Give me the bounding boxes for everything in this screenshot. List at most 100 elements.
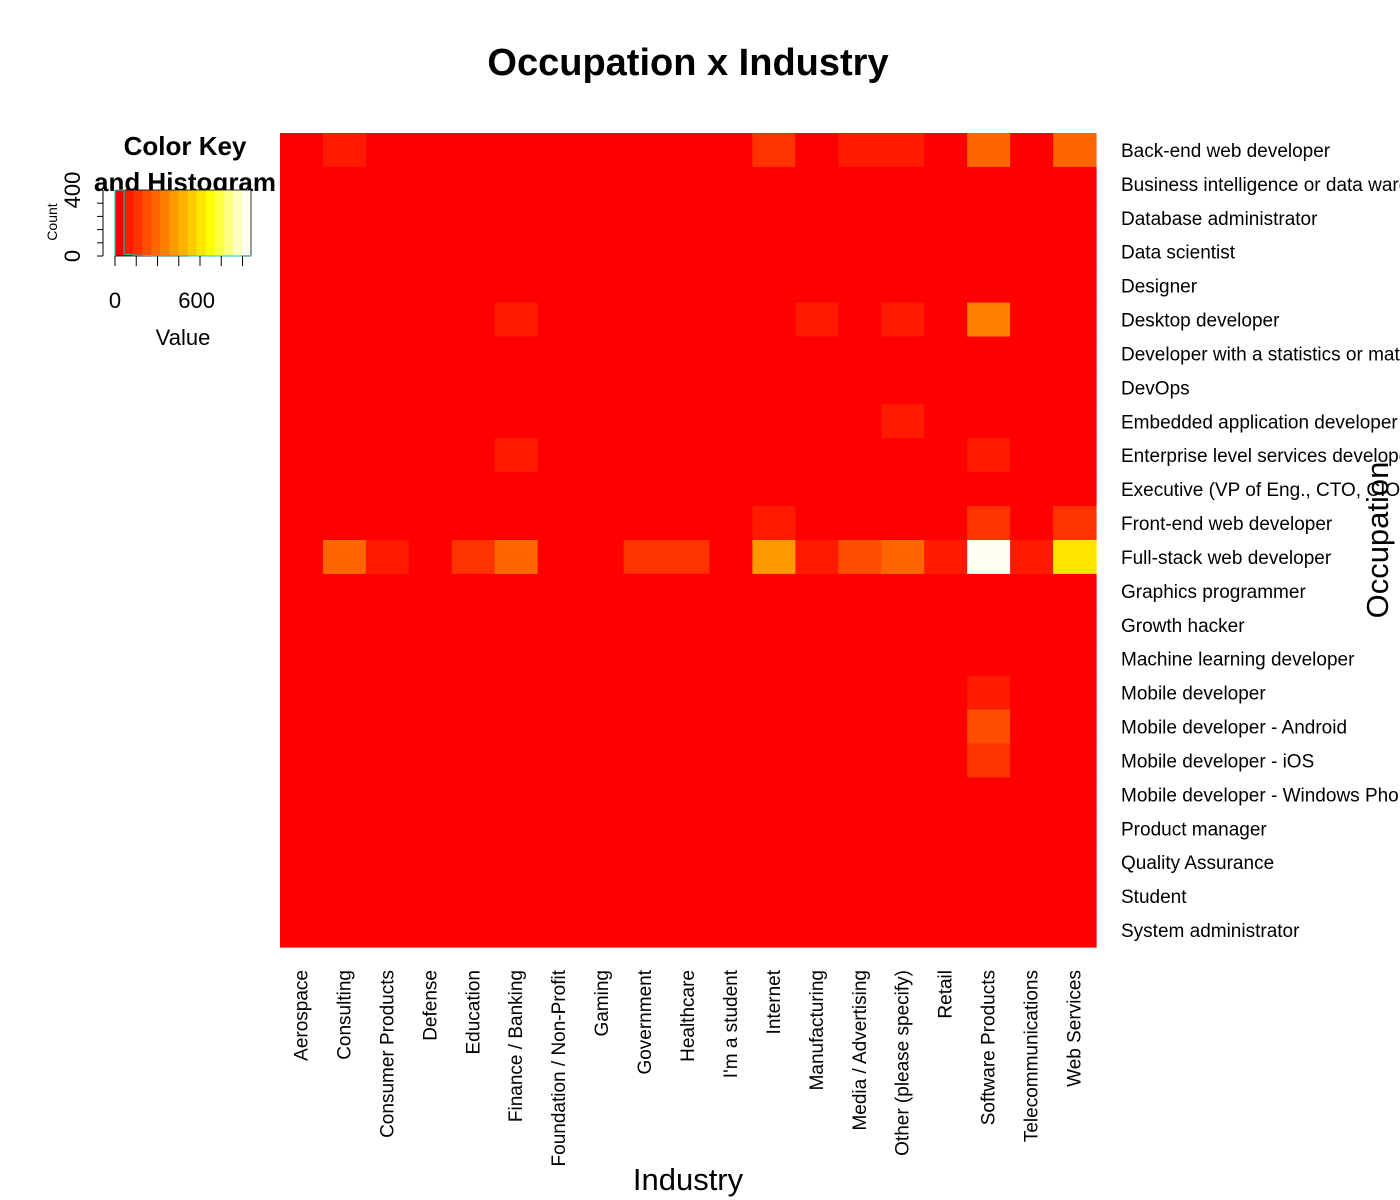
heatmap-cell [666, 540, 711, 575]
heatmap-cell [924, 709, 968, 745]
heatmap-cell [1010, 641, 1054, 677]
heatmap-cell [967, 709, 1011, 745]
heatmap-cell [451, 268, 496, 304]
heatmap-cell [623, 268, 668, 304]
heatmap-cell [881, 641, 925, 677]
heatmap-cell [537, 302, 582, 338]
heatmap-cell [924, 438, 968, 473]
heatmap-cell [795, 200, 839, 236]
heatmap-cell [838, 845, 882, 880]
heatmap-cell [365, 743, 410, 779]
row-label: Full-stack web developer [1121, 548, 1332, 569]
heatmap-cell [580, 370, 625, 405]
row-label: Growth hacker [1121, 616, 1245, 637]
heatmap-cell [1010, 472, 1054, 507]
color-key-swatch [241, 190, 252, 256]
heatmap-cell [580, 234, 625, 270]
heatmap-cell [408, 506, 453, 541]
heatmap-cell [623, 811, 668, 846]
heatmap-cell [623, 777, 668, 812]
heatmap-cell [924, 336, 968, 372]
heatmap-cell [924, 268, 968, 304]
heatmap-cell [494, 709, 539, 745]
heatmap-cell [838, 166, 882, 202]
heatmap-cell [795, 641, 839, 677]
heatmap-cell [967, 675, 1011, 711]
heatmap-cell [709, 506, 754, 541]
row-label: Mobile developer - iOS [1121, 751, 1314, 772]
heatmap-cell [752, 234, 796, 270]
column-label: I'm a student [721, 969, 742, 1078]
heatmap-cell [280, 268, 324, 304]
heatmap-cell [537, 133, 582, 168]
heatmap-cell [537, 438, 582, 473]
heatmap-cell [365, 811, 410, 846]
heatmap-cell [623, 166, 668, 202]
heatmap-cell [537, 404, 582, 439]
heatmap-cell [623, 641, 668, 677]
heatmap-cell [408, 404, 453, 439]
heatmap-cell [967, 133, 1011, 168]
column-label: Finance / Banking [506, 970, 527, 1122]
heatmap-cell [280, 166, 324, 202]
heatmap-cell [537, 777, 582, 812]
heatmap-cell [494, 879, 539, 914]
color-key-y-tick-label: 400 [60, 172, 85, 209]
heatmap-cell [666, 506, 711, 541]
heatmap-cell [494, 743, 539, 779]
heatmap-cell [365, 573, 410, 609]
heatmap-cell [795, 302, 839, 338]
heatmap-cell [537, 675, 582, 711]
column-label: Gaming [592, 970, 613, 1037]
heatmap-cell [709, 607, 754, 643]
heatmap-cell [280, 506, 324, 541]
heatmap-cell [451, 200, 496, 236]
heatmap-cell [666, 336, 711, 372]
row-label: Data scientist [1121, 243, 1236, 264]
heatmap-cell [365, 302, 410, 338]
heatmap-cell [451, 675, 496, 711]
heatmap-cell [623, 438, 668, 473]
heatmap-cell [924, 811, 968, 846]
row-label: Quality Assurance [1121, 853, 1274, 874]
heatmap-cell [795, 743, 839, 779]
heatmap-cell [623, 607, 668, 643]
column-label: Government [635, 969, 656, 1074]
heatmap-cell [280, 133, 324, 168]
heatmap-cell [494, 607, 539, 643]
heatmap-cell [1010, 336, 1054, 372]
color-key-swatch [169, 190, 179, 256]
color-key-title-line1: Color Key [123, 131, 247, 161]
heatmap-cell [1053, 472, 1097, 507]
heatmap-cell [408, 675, 453, 711]
heatmap-cell [881, 913, 925, 948]
heatmap-cell [795, 404, 839, 439]
heatmap-cell [1010, 438, 1054, 473]
row-label: Enterprise level services developer [1121, 446, 1400, 467]
heatmap-cell [666, 404, 711, 439]
heatmap-cell [408, 133, 453, 168]
heatmap-cell [580, 336, 625, 372]
heatmap-cell [623, 234, 668, 270]
heatmap-cell [623, 404, 668, 439]
heatmap-cell [1010, 268, 1054, 304]
heatmap-cell [838, 200, 882, 236]
heatmap-cell [537, 234, 582, 270]
heatmap-cell [451, 506, 496, 541]
heatmap-cell [580, 200, 625, 236]
heatmap-cell [1010, 777, 1054, 812]
heatmap-cell [838, 913, 882, 948]
color-key-histogram [114, 189, 252, 257]
heatmap-cell [494, 268, 539, 304]
row-label: DevOps [1121, 378, 1190, 399]
heatmap-cell [365, 166, 410, 202]
heatmap-cell [451, 913, 496, 948]
heatmap-cell [451, 166, 496, 202]
heatmap-cell [924, 573, 968, 609]
heatmap-cell [881, 336, 925, 372]
heatmap-cell [580, 404, 625, 439]
heatmap-cell [1010, 200, 1054, 236]
heatmap-cell [451, 845, 496, 880]
heatmap-cell [924, 675, 968, 711]
heatmap-cell [365, 506, 410, 541]
